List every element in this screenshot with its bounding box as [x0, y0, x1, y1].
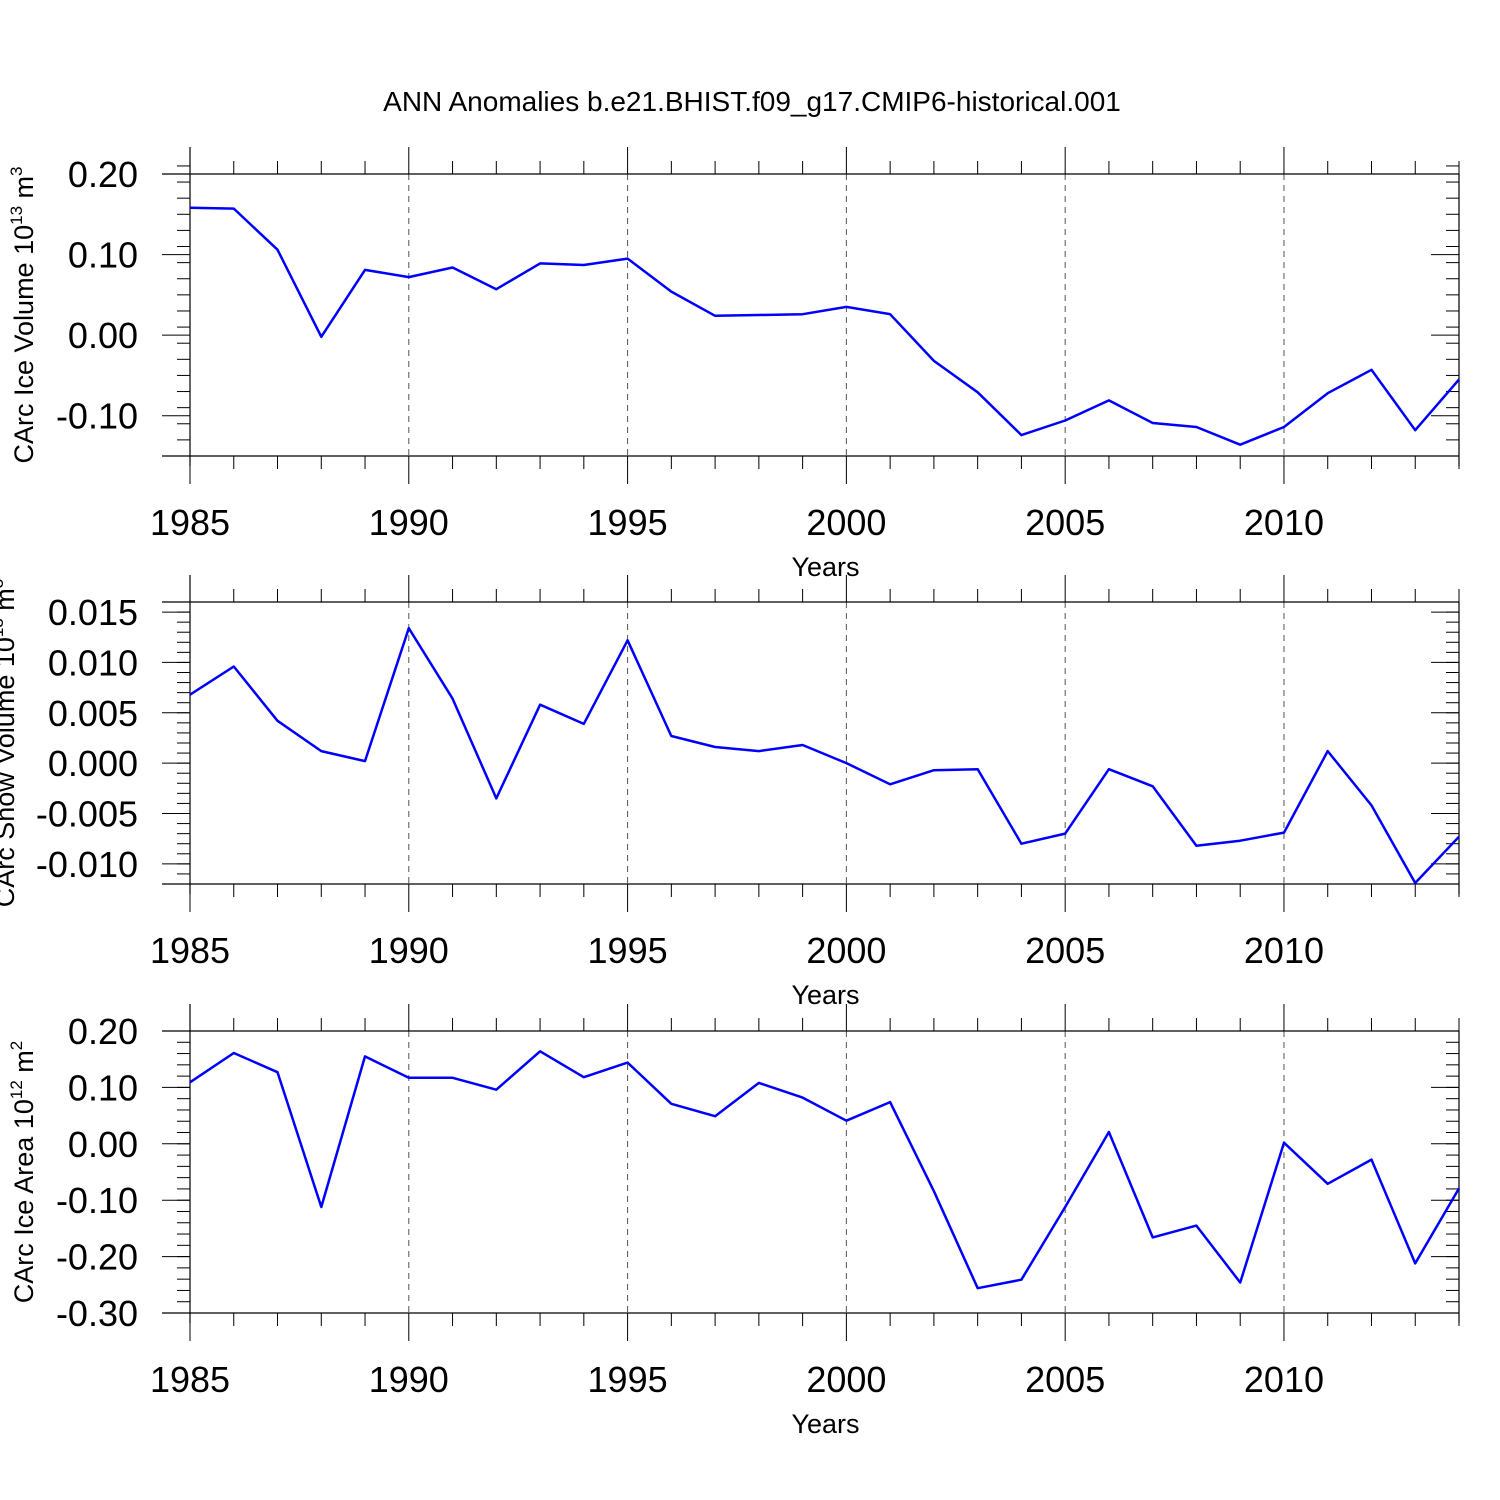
chart-panel-ice-volume: 0.20 0.10 0.00 -0.10 1985 1990 1995 2000 2005 201… [7, 147, 1460, 582]
y-axis-title-text: m [9, 176, 39, 206]
x-tick-label: 1990 [369, 502, 449, 543]
y-axis-title-exponent: 3 [7, 166, 26, 175]
x-tick-label: 1995 [588, 502, 668, 543]
x-tick-label: 1985 [150, 502, 230, 543]
y-axis-title: CArc Ice Volume 1013 m3 [7, 166, 39, 463]
y-axis-title: CArc Ice Area 1012 m2 [7, 1041, 39, 1304]
x-axis-title: Years [791, 1409, 859, 1439]
x-tick-label: 1985 [150, 930, 230, 971]
figure-title: ANN Anomalies b.e21.BHIST.f09_g17.CMIP6-… [383, 86, 1121, 117]
y-tick-label: 0.00 [68, 315, 138, 356]
series-line-snow-volume [189, 626, 1460, 885]
y-axis-title-text: m [0, 588, 20, 618]
chart-panel-ice-area: 0.20 0.10 0.00 -0.10 -0.20 -0.30 1985 1990 1995 2… [7, 1004, 1461, 1439]
y-tick-label: 0.005 [48, 693, 138, 734]
y-axis-title-exponent: 13 [7, 206, 26, 225]
y-tick-label: 0.20 [68, 1011, 138, 1052]
x-tick-label: 2010 [1244, 930, 1324, 971]
x-tick-label: 1990 [369, 930, 449, 971]
y-tick-label: 0.010 [48, 642, 138, 683]
panels: 0.20 0.10 0.00 -0.10 1985 1990 1995 2000 2005 201… [0, 147, 1461, 1439]
y-tick-label: 0.00 [68, 1124, 138, 1165]
x-tick-label: 2005 [1025, 502, 1105, 543]
x-tick-label: 2000 [806, 502, 886, 543]
y-axis-title-text: CArc Ice Volume 10 [9, 225, 39, 464]
y-tick-label: 0.015 [48, 592, 138, 633]
y-tick-label: 0.10 [68, 1067, 138, 1108]
series-line-ice-area [189, 1050, 1461, 1290]
y-tick-label: -0.005 [36, 794, 138, 835]
x-tick-label: 2000 [806, 930, 886, 971]
x-tick-label: 2000 [806, 1359, 886, 1400]
x-tick-label: 2005 [1025, 1359, 1105, 1400]
y-axis-title-exponent: 2 [7, 1041, 26, 1050]
y-tick-label: 0.20 [68, 154, 138, 195]
y-axis-title-exponent: 13 [0, 618, 7, 637]
x-tick-label: 1995 [588, 930, 668, 971]
x-tick-label: 2005 [1025, 930, 1105, 971]
x-tick-label: 1990 [369, 1359, 449, 1400]
x-tick-label: 2010 [1244, 1359, 1324, 1400]
x-tick-label: 2010 [1244, 502, 1324, 543]
x-tick-label: 1995 [588, 1359, 668, 1400]
y-tick-label: -0.010 [36, 844, 138, 885]
y-axis-title-text: CArc Ice Area 10 [9, 1099, 39, 1303]
y-tick-label: -0.30 [56, 1293, 138, 1334]
y-axis-title-text: CArc Snow Volume 10 [0, 637, 20, 907]
y-axis-title: CArc Snow Volume 1013 m3 [0, 579, 20, 908]
x-axis-title: Years [791, 980, 859, 1010]
x-tick-label: 1985 [150, 1359, 230, 1400]
y-tick-label: -0.10 [56, 1180, 138, 1221]
series-line-ice-volume [189, 206, 1460, 446]
y-axis-title-text: m [9, 1050, 39, 1080]
x-axis-title: Years [791, 552, 859, 582]
chart-panel-snow-volume: 0.015 0.010 0.005 0.000 -0.005 -0.010 1985 1990… [0, 575, 1460, 1010]
y-tick-label: 0.10 [68, 235, 138, 276]
y-tick-label: 0.000 [48, 743, 138, 784]
y-axis-title-exponent: 12 [7, 1080, 26, 1099]
y-tick-label: -0.20 [56, 1237, 138, 1278]
y-axis-title-exponent: 3 [0, 579, 7, 588]
y-tick-label: -0.10 [56, 396, 138, 437]
